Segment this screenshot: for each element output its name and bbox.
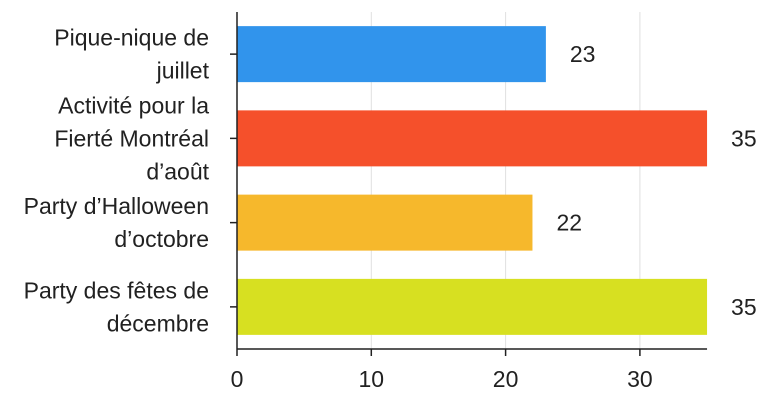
bar: [237, 194, 533, 251]
category-label-line: décembre: [107, 310, 209, 336]
category-label-line: Pique-nique de: [54, 25, 209, 51]
category-label-line: Fierté Montréal: [54, 125, 209, 151]
x-tick-label: 20: [493, 366, 519, 392]
bar: [237, 278, 708, 335]
bars: [237, 26, 708, 335]
category-label: Activité pour la Fierté Montréal d’août: [54, 92, 209, 184]
category-label-line: d’août: [146, 158, 209, 184]
data-label: 22: [556, 210, 582, 236]
data-label: 35: [731, 125, 757, 151]
category-label-line: Party des fêtes de: [24, 277, 209, 303]
category-label: Party des fêtes de décembre: [24, 277, 209, 336]
category-label-line: d’octobre: [114, 226, 209, 252]
data-label: 35: [731, 294, 757, 320]
axes: 0 10 20 30: [230, 12, 708, 392]
category-label: Pique-nique de juillet: [54, 25, 209, 84]
category-label-line: Party d’Halloween: [24, 193, 209, 219]
value-labels: 23 35 22 35: [556, 41, 756, 320]
x-tick-label: 10: [359, 366, 385, 392]
category-label-line: juillet: [156, 58, 210, 84]
bar: [237, 110, 708, 167]
bar: [237, 26, 546, 83]
category-label: Party d’Halloween d’octobre: [24, 193, 209, 252]
x-tick-label: 0: [231, 366, 244, 392]
category-label-line: Activité pour la: [58, 92, 209, 118]
x-tick-label: 30: [627, 366, 653, 392]
data-label: 23: [570, 41, 596, 67]
category-labels: Pique-nique de juillet Activité pour la Fie…: [24, 25, 210, 337]
